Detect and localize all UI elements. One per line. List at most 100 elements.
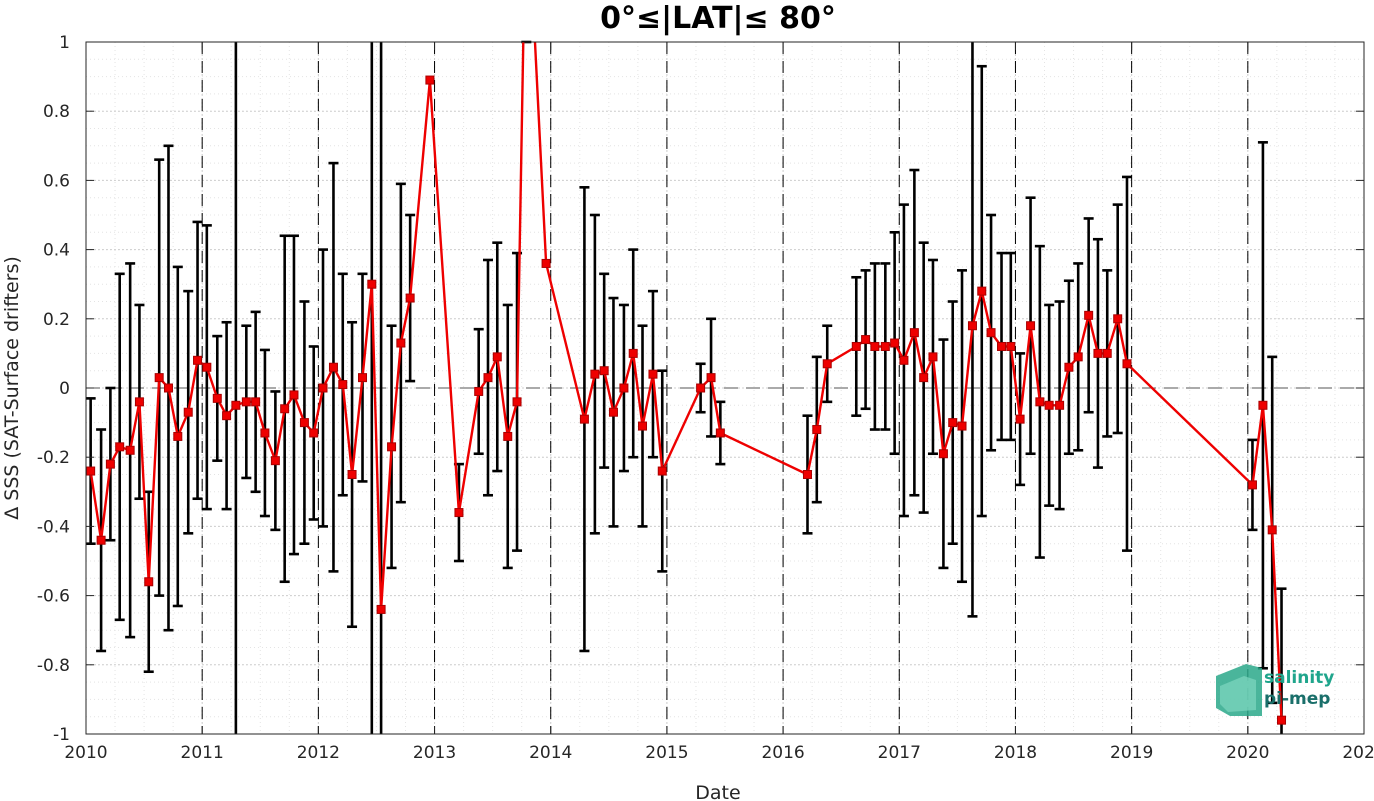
- x-tick-label: 2011: [181, 743, 224, 763]
- data-point: [154, 373, 164, 383]
- data-point: [1044, 400, 1054, 410]
- x-tick-labels: 2010 2011 2012 2013 2014 2015 2016 2017 2018 2019…: [64, 743, 1374, 763]
- data-point: [1102, 348, 1112, 358]
- data-point: [212, 393, 222, 403]
- data-point: [474, 386, 484, 396]
- data-point: [202, 362, 212, 372]
- data-point: [193, 355, 203, 365]
- data-point: [861, 335, 871, 345]
- y-tick-label: 0.2: [43, 310, 70, 330]
- data-point: [347, 470, 357, 479]
- data-point: [696, 383, 706, 393]
- data-point: [541, 258, 551, 268]
- data-point: [967, 321, 977, 331]
- data-point: [812, 425, 822, 435]
- data-point: [870, 341, 880, 351]
- x-tick-label: 2012: [297, 743, 340, 763]
- y-tick-label: -0.6: [37, 587, 70, 607]
- x-tick-label: 2014: [529, 743, 572, 763]
- data-point: [251, 397, 261, 407]
- y-tick-label: -0.4: [37, 517, 70, 537]
- data-point: [358, 373, 368, 383]
- data-point: [715, 428, 725, 438]
- data-point: [1113, 314, 1123, 324]
- y-tick-label: -0.2: [37, 448, 70, 468]
- data-point: [919, 373, 929, 383]
- data-point: [899, 355, 909, 365]
- x-tick-label: 2020: [1226, 743, 1269, 763]
- data-markers: [86, 75, 1287, 725]
- data-point: [657, 466, 667, 476]
- data-point: [706, 373, 716, 383]
- data-point: [1073, 352, 1083, 362]
- x-tick-label: 2010: [64, 743, 107, 763]
- data-point: [280, 404, 290, 414]
- y-tick-label: -1: [53, 725, 70, 745]
- data-point: [909, 328, 919, 338]
- data-point: [590, 369, 600, 379]
- data-point: [802, 470, 812, 479]
- data-point: [115, 442, 125, 452]
- x-tick-label: 2015: [645, 743, 688, 763]
- data-point: [222, 411, 232, 421]
- y-tick-label: 0.6: [43, 171, 70, 191]
- data-point: [1258, 400, 1268, 410]
- data-point: [608, 407, 618, 417]
- axis-ticks: [85, 41, 1365, 735]
- data-point: [986, 328, 996, 338]
- data-point: [387, 442, 397, 452]
- data-point: [1093, 348, 1103, 358]
- logo-text-salinity: salinity: [1264, 668, 1334, 688]
- data-point: [492, 352, 502, 362]
- x-tick-label: 2017: [878, 743, 921, 763]
- data-point: [86, 466, 96, 476]
- data-point: [957, 421, 967, 431]
- data-point: [134, 397, 144, 407]
- x-axis-title: Date: [695, 782, 740, 801]
- x-tick-label: 2013: [413, 743, 456, 763]
- data-point: [405, 293, 415, 303]
- data-point: [1277, 715, 1287, 725]
- data-point: [144, 577, 154, 587]
- data-point: [396, 338, 406, 348]
- data-point: [309, 428, 319, 438]
- error-bars: [85, 40, 1287, 734]
- data-point: [890, 338, 900, 348]
- data-point: [231, 400, 241, 410]
- data-point: [183, 407, 193, 417]
- data-point: [1006, 341, 1016, 351]
- chart-title: 0°≤|LAT|≤ 80°: [600, 1, 836, 36]
- data-point: [270, 456, 280, 466]
- data-point: [579, 414, 589, 424]
- y-tick-label: 0.8: [43, 102, 70, 122]
- salinity-pimep-logo: salinity pi-mep: [1216, 664, 1334, 716]
- data-point: [1055, 400, 1065, 410]
- data-point: [1026, 321, 1036, 331]
- data-point: [512, 397, 522, 407]
- data-point: [173, 431, 183, 441]
- y-tick-label: 1: [59, 33, 70, 53]
- data-point: [928, 352, 938, 362]
- data-point: [1035, 397, 1045, 407]
- data-point: [619, 383, 629, 393]
- data-point: [628, 348, 638, 358]
- data-point: [163, 383, 173, 393]
- data-point: [1247, 480, 1257, 490]
- data-point: [948, 418, 958, 428]
- data-point: [638, 421, 648, 431]
- data-point: [880, 341, 890, 351]
- data-point: [599, 366, 609, 376]
- data-point: [328, 362, 338, 372]
- data-point: [105, 459, 115, 469]
- x-tick-label: 2019: [1110, 743, 1153, 763]
- y-axis-title: Δ SSS (SAT-Surface drifters): [1, 256, 23, 520]
- data-point: [503, 431, 513, 441]
- y-tick-label: 0: [59, 379, 70, 399]
- y-tick-label: -0.8: [37, 656, 70, 676]
- data-point: [483, 373, 493, 383]
- data-point: [851, 341, 861, 351]
- data-point: [1015, 414, 1025, 424]
- data-point: [648, 369, 658, 379]
- data-point: [338, 380, 348, 390]
